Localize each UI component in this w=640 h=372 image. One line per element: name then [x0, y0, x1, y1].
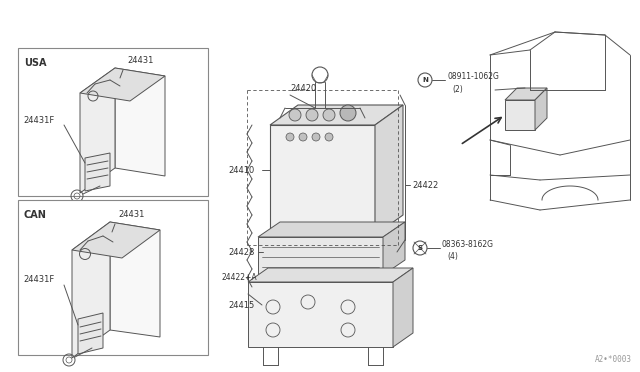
Text: USA: USA: [24, 58, 47, 68]
Polygon shape: [80, 68, 115, 193]
Text: 24410: 24410: [228, 166, 254, 174]
Polygon shape: [258, 237, 383, 275]
Circle shape: [299, 133, 307, 141]
Text: 24431F: 24431F: [23, 276, 54, 285]
Circle shape: [323, 109, 335, 121]
Circle shape: [306, 109, 318, 121]
Text: 08911-1062G: 08911-1062G: [447, 71, 499, 80]
Text: S: S: [417, 245, 422, 251]
Text: 24431: 24431: [118, 209, 145, 218]
Text: N: N: [422, 77, 428, 83]
Polygon shape: [375, 105, 403, 235]
Polygon shape: [505, 88, 547, 100]
Circle shape: [286, 133, 294, 141]
Polygon shape: [85, 153, 110, 191]
Text: 24420: 24420: [290, 83, 316, 93]
Text: 24422: 24422: [412, 180, 438, 189]
Polygon shape: [248, 282, 393, 347]
Text: 08363-8162G: 08363-8162G: [442, 240, 494, 248]
Bar: [18, 200, 208, 355]
Polygon shape: [258, 222, 405, 237]
Polygon shape: [72, 222, 160, 258]
Polygon shape: [80, 68, 165, 101]
Polygon shape: [78, 313, 103, 354]
Polygon shape: [393, 268, 413, 347]
Text: 24431F: 24431F: [23, 115, 54, 125]
Polygon shape: [270, 125, 375, 235]
Circle shape: [325, 133, 333, 141]
Circle shape: [312, 133, 320, 141]
Text: A2•*0003: A2•*0003: [595, 355, 632, 364]
Polygon shape: [72, 222, 110, 358]
Text: 24428: 24428: [228, 247, 254, 257]
Polygon shape: [270, 105, 403, 125]
Polygon shape: [505, 100, 535, 130]
Text: 24415: 24415: [228, 301, 254, 310]
Text: (4): (4): [447, 253, 458, 262]
Circle shape: [289, 109, 301, 121]
Text: (2): (2): [452, 84, 463, 93]
Text: 24431: 24431: [127, 55, 154, 64]
Polygon shape: [383, 222, 405, 275]
Polygon shape: [115, 68, 165, 176]
Text: 24422+A: 24422+A: [222, 273, 258, 282]
Polygon shape: [535, 88, 547, 130]
Text: CAN: CAN: [24, 210, 47, 220]
Bar: [18, 48, 208, 196]
Circle shape: [340, 105, 356, 121]
Polygon shape: [110, 222, 160, 337]
Polygon shape: [248, 268, 413, 282]
